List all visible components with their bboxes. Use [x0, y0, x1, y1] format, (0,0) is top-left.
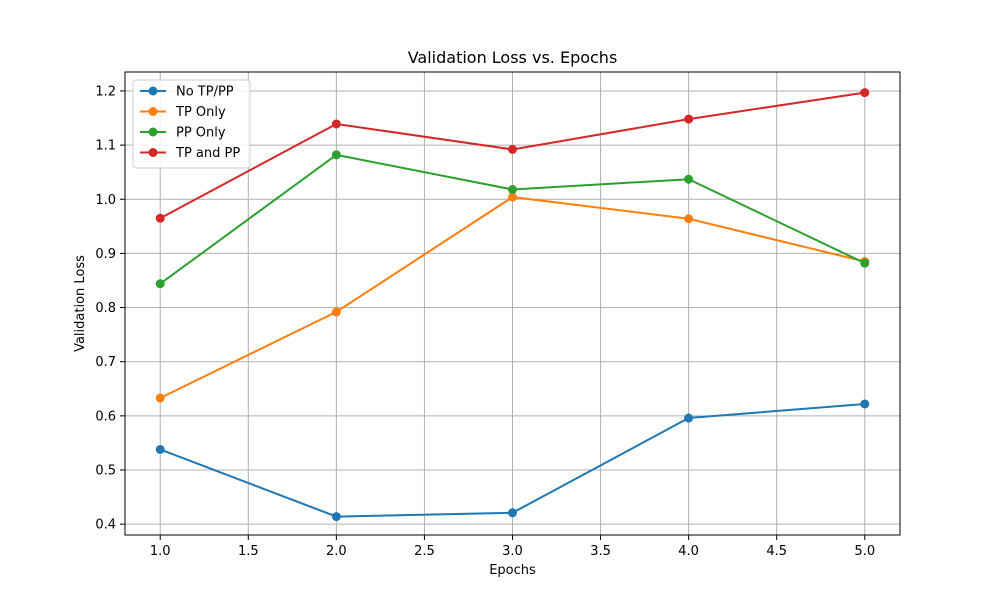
legend-label: TP Only: [175, 105, 226, 120]
data-point: [331, 307, 341, 317]
legend-item: PP Only: [140, 126, 226, 141]
data-point: [684, 114, 694, 124]
x-tick-label: 4.5: [766, 544, 787, 559]
y-tick-label: 0.4: [95, 518, 116, 533]
series-pp-only: [155, 150, 870, 289]
data-point: [155, 444, 165, 454]
y-tick-label: 0.7: [95, 355, 116, 370]
x-axis-ticks: 1.0 1.5 2.0 2.5 3.0 3.5 4.0 4.5 5.0: [150, 535, 875, 559]
x-tick-label: 5.0: [854, 544, 875, 559]
data-point: [684, 413, 694, 423]
data-point: [331, 150, 341, 160]
legend-marker: [148, 148, 158, 157]
legend-label: No TP/PP: [176, 85, 234, 100]
legend-marker: [148, 127, 158, 137]
data-point: [331, 512, 341, 522]
series-no-tp-pp: [155, 399, 870, 522]
data-point: [508, 144, 517, 154]
y-tick-label: 0.9: [95, 247, 116, 262]
legend-item: No TP/PP: [140, 85, 234, 100]
y-axis-ticks: 0.4 0.5 0.6 0.7 0.8 0.9 1.0 1.1 1.2: [95, 84, 125, 533]
data-point: [508, 508, 517, 518]
data-point: [155, 393, 165, 403]
y-tick-label: 0.5: [95, 464, 116, 479]
x-axis-label: Epochs: [489, 563, 536, 578]
data-point: [508, 185, 517, 195]
data-point: [684, 174, 694, 184]
x-tick-label: 1.0: [150, 544, 171, 559]
x-tick-label: 3.5: [590, 544, 611, 559]
legend-item: TP Only: [140, 105, 226, 120]
legend-marker: [148, 107, 158, 116]
legend-marker: [148, 86, 158, 96]
data-point: [155, 213, 165, 223]
legend-label: PP Only: [176, 126, 226, 141]
data-point: [860, 88, 870, 98]
x-tick-label: 3.0: [502, 544, 523, 559]
data-point: [860, 399, 870, 409]
y-tick-label: 1.2: [95, 84, 116, 99]
data-point: [684, 214, 694, 224]
y-tick-label: 1.1: [95, 139, 116, 154]
x-tick-label: 2.0: [326, 544, 347, 559]
y-tick-label: 1.0: [95, 193, 116, 208]
legend-box: [132, 79, 251, 169]
series-layer: [155, 88, 870, 522]
data-point: [860, 258, 870, 268]
data-point: [155, 279, 165, 289]
series-tp-and-pp: [155, 88, 870, 223]
y-tick-label: 0.8: [95, 301, 116, 316]
grid: [125, 72, 900, 535]
x-tick-label: 2.5: [414, 544, 435, 559]
chart-title: Validation Loss vs. Epochs: [408, 48, 618, 67]
y-tick-label: 0.6: [95, 409, 116, 424]
data-point: [508, 192, 517, 202]
y-axis-label: Validation Loss: [73, 255, 88, 352]
data-point: [331, 119, 341, 129]
x-tick-label: 4.0: [678, 544, 699, 559]
legend: No TP/PP TP Only PP Only TP and PP: [132, 79, 251, 169]
legend-item: TP and PP: [140, 146, 240, 161]
x-tick-label: 1.5: [238, 544, 259, 559]
legend-label: TP and PP: [175, 146, 240, 161]
